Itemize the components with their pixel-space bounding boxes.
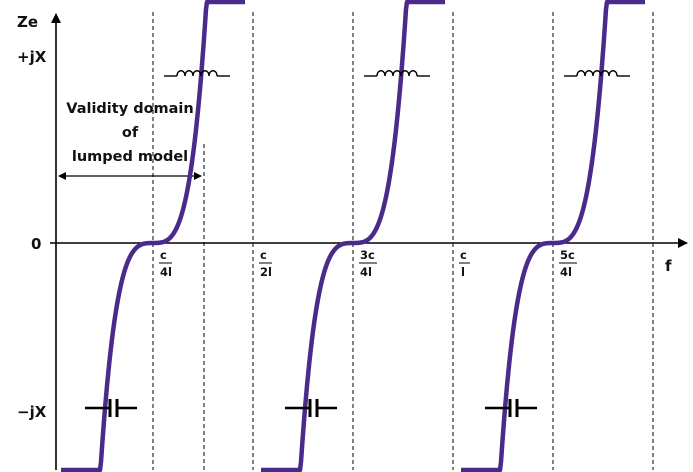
x-axis-label: f [665,257,672,275]
zero-label: 0 [31,235,41,253]
reactance-curve [259,0,447,472]
inductor-icon [164,70,230,77]
tick-numerator: 3c [360,248,375,262]
capacitor-icon [285,399,337,417]
validity-label-line1: Validity domain [66,101,193,117]
y-bottom-label: −jX [17,403,47,421]
tick-numerator: c [460,248,467,262]
tick-denominator: 4l [160,265,172,279]
y-top-label: +jX [17,48,47,66]
tick-c-2l: c 2l [259,248,272,279]
reactance-curve [459,0,647,472]
reactance-curve [59,0,247,472]
validity-domain-annotation: Validity domain of lumped model [58,101,202,180]
capacitor-icon [485,399,537,417]
tick-numerator: 5c [560,248,575,262]
reactance-curves [59,0,647,472]
guide-lines [152,12,654,470]
inductor-icon [564,70,630,77]
validity-label-line2: of [122,125,139,141]
tick-numerator: c [160,248,167,262]
tick-denominator: 4l [560,265,572,279]
tick-3c-4l: 3c 4l [359,248,377,279]
capacitor-icon [85,399,137,417]
tick-denominator: 4l [360,265,372,279]
validity-label-line3: lumped model [72,149,188,165]
tick-c-4l: c 4l [159,248,172,279]
tick-c-l: c l [459,248,470,279]
tick-numerator: c [260,248,267,262]
tick-denominator: 2l [260,265,272,279]
tick-denominator: l [461,265,465,279]
y-axis-label: Ze [17,13,38,31]
tick-5c-4l: 5c 4l [559,248,577,279]
inductor-icon [364,70,430,77]
